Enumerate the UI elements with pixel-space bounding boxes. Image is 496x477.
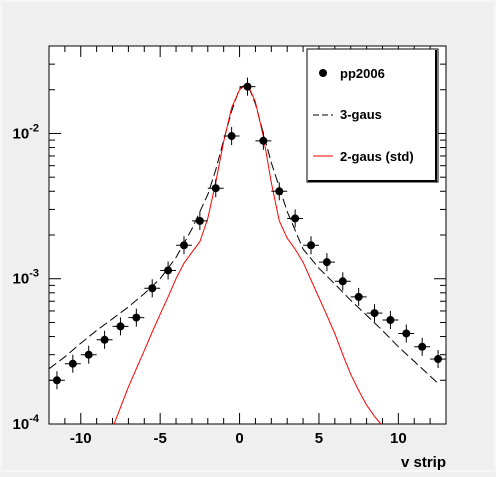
y-tick-label: 10-4 bbox=[13, 413, 40, 433]
data-point bbox=[116, 322, 125, 331]
data-point bbox=[275, 187, 284, 196]
y-tick-label: 10-2 bbox=[13, 122, 39, 142]
data-point bbox=[370, 309, 379, 318]
data-point bbox=[68, 359, 77, 368]
legend-label-pp2006: pp2006 bbox=[340, 66, 385, 81]
data-point bbox=[402, 329, 411, 338]
data-point bbox=[322, 258, 331, 267]
x-tick-label: -10 bbox=[70, 430, 92, 447]
data-points bbox=[49, 77, 446, 390]
legend: pp2006 3-gaus 2-gaus (std) bbox=[306, 48, 439, 183]
data-point bbox=[354, 292, 363, 301]
series-line-1 bbox=[48, 82, 439, 384]
legend-marker-pp2006 bbox=[319, 69, 327, 77]
data-point bbox=[52, 376, 61, 385]
data-point bbox=[164, 266, 173, 275]
legend-label-3-gaus: 3-gaus bbox=[340, 107, 382, 122]
data-point bbox=[386, 315, 395, 324]
data-point bbox=[259, 136, 268, 145]
data-point bbox=[100, 335, 109, 344]
tick-labels: -10 -5 0 5 10 10-4 10-3 10-2 bbox=[13, 122, 407, 447]
x-tick-label: -5 bbox=[153, 430, 166, 447]
x-tick-label: 0 bbox=[235, 430, 243, 447]
data-point bbox=[418, 342, 427, 351]
data-point bbox=[243, 82, 252, 91]
data-point bbox=[84, 350, 93, 359]
data-point bbox=[338, 277, 347, 286]
axis-ticks bbox=[48, 45, 447, 425]
data-point bbox=[179, 241, 188, 250]
data-point bbox=[211, 184, 220, 193]
data-point bbox=[291, 214, 300, 223]
data-point bbox=[227, 132, 236, 141]
data-point bbox=[148, 284, 157, 293]
legend-label-2-gaus: 2-gaus (std) bbox=[340, 149, 414, 164]
y-tick-label: 10-3 bbox=[13, 268, 39, 288]
data-point bbox=[132, 313, 141, 322]
x-tick-label: 10 bbox=[390, 430, 407, 447]
data-point bbox=[307, 241, 316, 250]
data-point bbox=[195, 216, 204, 225]
legend-box bbox=[306, 48, 439, 183]
data-point bbox=[434, 355, 443, 364]
x-tick-label: 5 bbox=[315, 430, 323, 447]
x-axis-label: v strip bbox=[401, 454, 446, 471]
